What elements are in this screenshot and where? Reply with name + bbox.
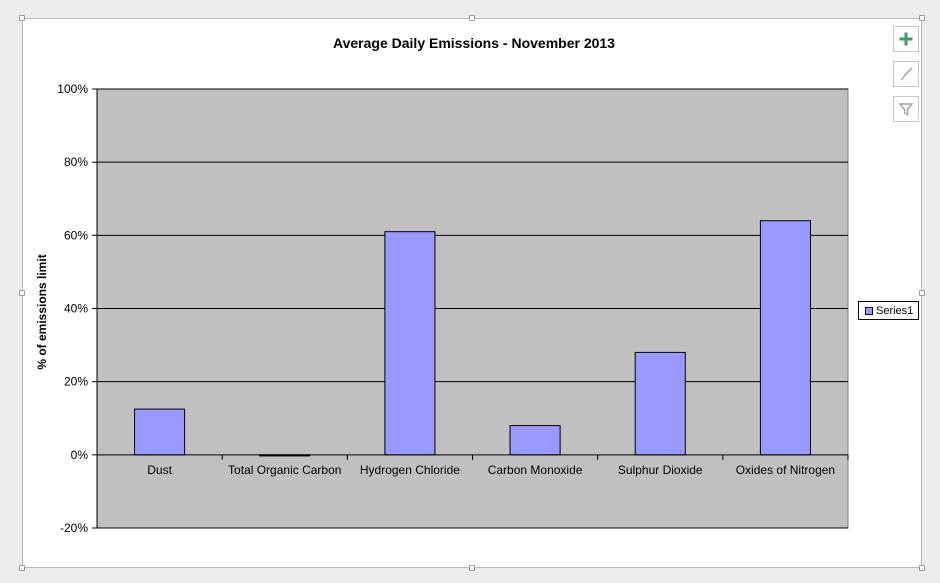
resize-handle-top[interactable] (469, 15, 475, 21)
add-chart-element-button[interactable] (893, 26, 919, 52)
resize-handle-left[interactable] (19, 290, 25, 296)
x-tick-label: Sulphur Dioxide (618, 463, 703, 477)
filter-icon (898, 103, 914, 116)
chart-legend: Series1 (858, 301, 919, 320)
y-tick-label: 100% (57, 82, 88, 96)
x-tick-label: Hydrogen Chloride (360, 463, 460, 477)
legend-swatch (865, 306, 873, 315)
bar (634, 351, 686, 456)
bar (509, 425, 561, 456)
resize-handle-top-left[interactable] (19, 15, 25, 21)
resize-handle-bottom[interactable] (469, 565, 475, 571)
chart-styles-button[interactable] (893, 61, 919, 87)
bar (134, 408, 186, 456)
y-tick-label: 0% (71, 448, 89, 462)
resize-handle-bottom-right[interactable] (919, 565, 925, 571)
y-axis-label: % of emissions limit (35, 254, 49, 369)
plot-area: -20% 0% 20% 40% 60% 80% 100% Dust Total Organic … (57, 82, 849, 535)
bar (384, 231, 436, 456)
legend-label: Series1 (876, 304, 914, 317)
brush-icon (900, 67, 913, 81)
resize-handle-right[interactable] (919, 290, 925, 296)
chart-filters-button[interactable] (893, 96, 919, 122)
y-tick-label: 20% (64, 375, 88, 389)
y-tick-label: -20% (60, 521, 88, 535)
resize-handle-bottom-left[interactable] (19, 565, 25, 571)
chart-title: Average Daily Emissions - November 2013 (333, 35, 615, 51)
x-tick-label: Carbon Monoxide (488, 463, 583, 477)
y-tick-label: 80% (64, 155, 88, 169)
resize-handle-top-right[interactable] (919, 15, 925, 21)
x-tick-label: Dust (147, 463, 172, 477)
bar (759, 220, 811, 456)
x-tick-label: Total Organic Carbon (228, 463, 341, 477)
x-tick-label: Oxides of Nitrogen (736, 463, 835, 477)
plus-icon (899, 32, 913, 46)
y-tick-label: 60% (64, 228, 88, 242)
y-tick-label: 40% (64, 302, 88, 316)
